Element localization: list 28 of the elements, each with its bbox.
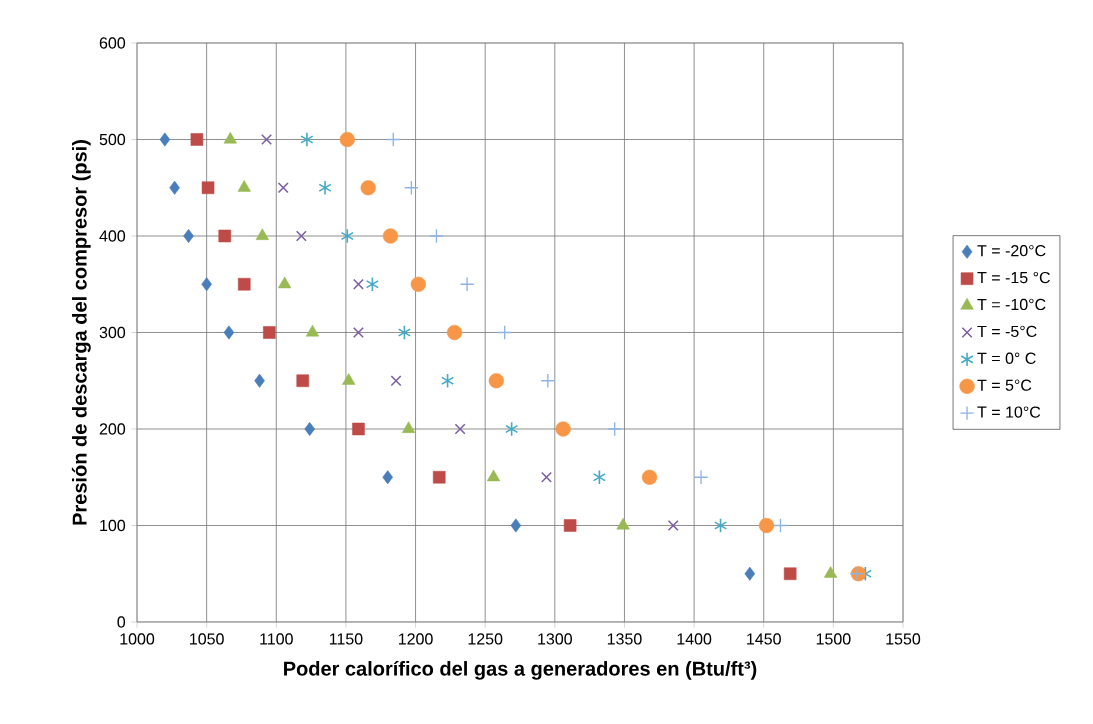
y-tick-label: 500 [99, 133, 126, 146]
legend-label: T = 0° C [977, 352, 1036, 364]
x-tick-label: 1300 [538, 633, 572, 645]
legend-label: T = -5°C [977, 325, 1037, 338]
legend-label: T = 5°C [977, 379, 1032, 391]
x-tick-label: 1050 [190, 633, 224, 645]
y-tick-label: 100 [100, 519, 126, 532]
legend-label: T = -20°C [977, 245, 1046, 257]
y-tick-label: 400 [99, 230, 126, 242]
x-tick-label: 1100 [260, 633, 293, 645]
x-tick-label: 1350 [607, 633, 642, 645]
legend-label: T = 10°C [977, 406, 1041, 418]
x-tick-label: 1500 [816, 633, 851, 645]
legend-label: T = -10°C [977, 298, 1046, 311]
x-tick-label: 1250 [468, 633, 503, 645]
x-tick-label: 1550 [886, 633, 921, 645]
y-tick-label: 200 [99, 423, 126, 435]
y-axis-title: Presión de descarga del compresor (psi) [71, 140, 91, 525]
x-axis-title: Poder calorífico del gas a generadores en (Btu/ft³) [284, 660, 757, 680]
y-tick-label: 600 [99, 37, 126, 49]
x-tick-label: 1400 [677, 633, 712, 645]
x-tick-label: 1150 [329, 633, 363, 645]
y-tick-label: 0 [117, 616, 126, 628]
legend-label: T = -15 °C [977, 271, 1050, 284]
x-tick-label: 1450 [747, 633, 781, 645]
x-tick-label: 1200 [398, 633, 433, 645]
y-tick-label: 300 [99, 326, 126, 339]
x-tick-label: 1000 [120, 633, 155, 645]
